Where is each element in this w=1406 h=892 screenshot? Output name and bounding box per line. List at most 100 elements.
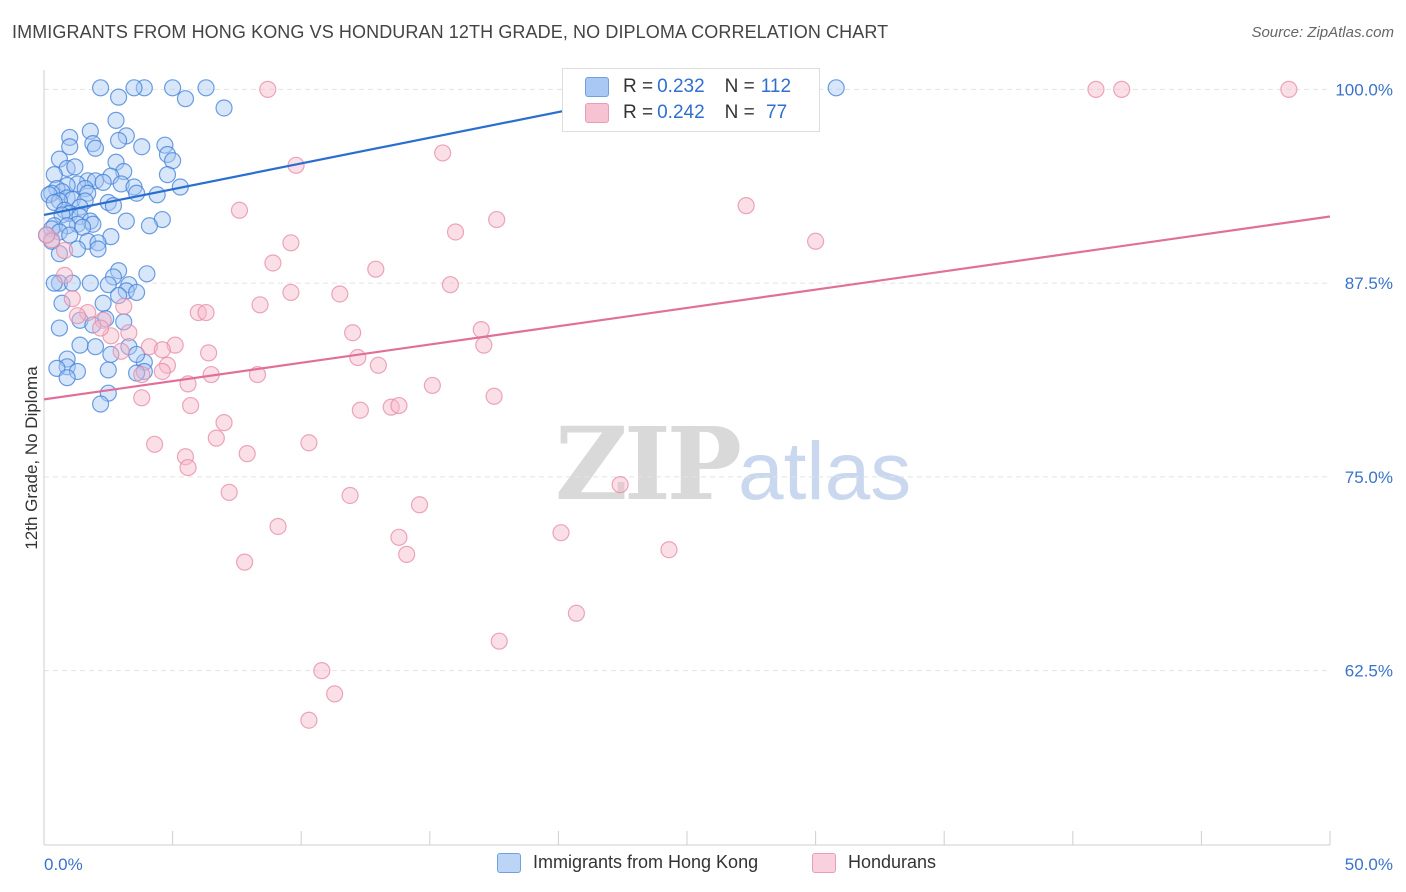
honduran-trendline: [43, 215, 1331, 401]
y-tick-label: 100.0%: [1335, 80, 1393, 99]
honduran-point: [441, 276, 459, 294]
hong-kong-point: [94, 173, 112, 191]
honduran-point: [197, 303, 215, 322]
hong-kong-point: [45, 166, 63, 184]
watermark-zip: ZIP: [555, 405, 742, 523]
honduran-point: [220, 483, 238, 501]
hong-kong-point: [81, 274, 99, 292]
honduran-point: [1280, 80, 1298, 98]
x-tick-label: 0.0%: [44, 855, 83, 874]
honduran-point: [140, 338, 159, 356]
honduran-point: [485, 387, 503, 405]
hong-kong-point: [86, 139, 105, 157]
honduran-point: [410, 496, 429, 514]
hong-kong-point: [61, 138, 79, 156]
hong-kong-point: [109, 131, 128, 150]
honduran-point: [660, 541, 678, 559]
hong-kong-point: [127, 184, 146, 202]
hong-kong-point: [68, 240, 87, 258]
legend-r-value: 0.242: [657, 102, 705, 123]
honduran-point: [166, 336, 184, 354]
hong-kong-point: [117, 212, 135, 230]
honduran-point: [552, 524, 570, 542]
honduran-point: [112, 342, 130, 360]
legend-swatch-pink: [585, 103, 609, 123]
honduran-point: [1113, 80, 1131, 98]
honduran-point: [55, 266, 74, 284]
hong-kong-point: [197, 79, 215, 97]
y-axis-label: 12th Grade, No Diploma: [22, 366, 41, 550]
legend-n-label: N =: [724, 102, 755, 123]
zipatlas-watermark: ZIPatlas: [555, 405, 911, 523]
honduran-point: [367, 260, 385, 278]
hong-kong-point: [84, 135, 102, 153]
honduran-point: [313, 662, 331, 680]
honduran-point: [300, 434, 318, 452]
honduran-point: [567, 604, 586, 622]
hong-kong-point: [89, 234, 107, 252]
honduran-point: [200, 344, 218, 362]
honduran-point: [611, 476, 629, 494]
honduran-point: [331, 285, 349, 303]
honduran-point: [341, 486, 359, 505]
honduran-point: [475, 336, 493, 354]
honduran-point: [120, 324, 138, 342]
legend-item-hong-kong: Immigrants from Hong Kong: [497, 852, 758, 873]
hong-kong-point: [109, 88, 128, 106]
legend-r-label: R =: [623, 102, 654, 123]
legend-label: Hondurans: [848, 852, 937, 872]
honduran-point: [179, 458, 197, 477]
hong-kong-point: [68, 362, 87, 381]
hong-kong-point: [112, 175, 130, 193]
honduran-point: [91, 319, 110, 337]
honduran-point: [133, 389, 151, 407]
watermark-atlas: atlas: [737, 426, 912, 517]
hong-kong-point: [89, 240, 107, 258]
honduran-point: [133, 365, 151, 384]
honduran-point: [269, 517, 287, 536]
hong-kong-point: [133, 138, 151, 156]
hong-kong-point: [107, 111, 125, 129]
hong-kong-point: [94, 294, 112, 312]
honduran-point: [390, 528, 408, 546]
hong-kong-point: [148, 186, 166, 204]
honduran-point: [737, 197, 755, 215]
honduran-point: [326, 685, 344, 703]
honduran-point: [153, 341, 171, 359]
honduran-point: [238, 445, 256, 463]
hong-kong-point: [66, 158, 84, 176]
honduran-point: [215, 414, 233, 432]
hong-kong-point: [164, 79, 182, 97]
honduran-point: [349, 348, 367, 367]
honduran-point: [351, 401, 369, 419]
honduran-point: [806, 232, 825, 250]
legend-row-hong-kong: R = 0.232 N = 112: [585, 74, 791, 100]
hong-kong-point: [91, 79, 110, 97]
honduran-point: [472, 321, 490, 339]
hong-kong-point: [99, 276, 117, 294]
hong-kong-point: [176, 90, 195, 108]
hong-kong-point: [158, 166, 177, 184]
hong-kong-point: [53, 294, 71, 312]
legend-swatch-blue: [497, 852, 521, 873]
honduran-point: [488, 210, 506, 229]
hong-kong-point: [102, 345, 120, 364]
honduran-point: [153, 362, 171, 381]
honduran-point: [423, 376, 441, 395]
hong-kong-point: [50, 319, 69, 337]
honduran-point: [300, 711, 318, 729]
hong-kong-point: [109, 286, 128, 305]
legend-item-hondurans: Hondurans: [812, 852, 936, 873]
legend-n-label: N =: [724, 76, 755, 97]
legend-n-value: 77: [760, 102, 788, 123]
honduran-point: [63, 290, 81, 308]
honduran-point: [207, 429, 225, 447]
hong-kong-point: [76, 179, 94, 198]
x-tick-label: 50.0%: [1345, 855, 1393, 874]
hong-kong-point: [127, 283, 146, 302]
honduran-point: [182, 396, 200, 415]
honduran-point: [79, 303, 97, 322]
hong-kong-point: [61, 128, 79, 147]
honduran-point: [55, 241, 74, 260]
